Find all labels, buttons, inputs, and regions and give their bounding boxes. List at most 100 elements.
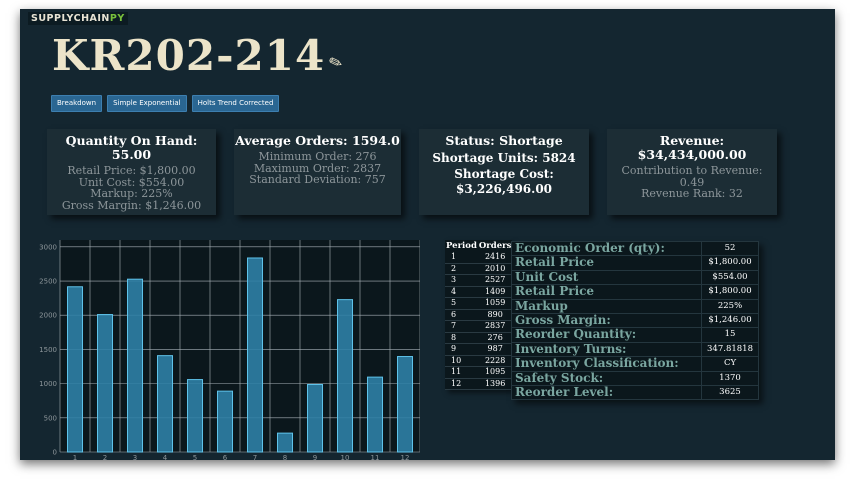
metric-label: Unit Cost [512,270,702,284]
metric-row: Retail Price $1,800.00 [512,285,759,299]
period-cell: 7 [445,321,478,333]
minimum-order-text: Minimum Order: 276 [234,151,401,163]
metric-value: 225% [702,299,759,313]
metric-value: $554.00 [702,270,759,284]
metric-value: $1,800.00 [702,256,759,270]
x-tick-label: 12 [401,454,410,460]
revenue-rank-text: Revenue Rank: 32 [607,188,777,200]
inventory-metrics-table: Economic Order (qty): 52 Retail Price $1,80… [511,241,759,400]
contribution-label: Contribution to Revenue: [607,165,777,177]
shortage-cost-text: Shortage Cost: $3,226,496.00 [419,167,589,198]
orders-cell: 987 [478,344,513,356]
period-cell: 10 [445,355,478,367]
metric-label: Retail Price [512,256,702,270]
period-cell: 12 [445,378,478,390]
x-tick-label: 8 [283,454,287,460]
simple-exponential-button[interactable]: Simple Exponential [107,95,187,112]
app-logo: SUPPLYCHAINPY [28,12,128,25]
y-tick-label: 3000 [39,243,57,251]
bar [398,357,413,452]
average-orders: Average Orders: 1594.0 [234,134,401,148]
bar [368,377,383,452]
y-tick-label: 2000 [39,312,57,320]
orders-cell: 1095 [478,367,513,379]
metric-row: Gross Margin: $1,246.00 [512,314,759,328]
metric-row: Unit Cost $554.00 [512,270,759,284]
x-tick-label: 7 [253,454,257,460]
metric-row: Inventory Classification: CY [512,357,759,371]
period-cell: 5 [445,298,478,310]
metric-label: Markup [512,299,702,313]
period-header: Period [445,240,478,252]
orders-cell: 890 [478,309,513,321]
table-row: 11 1095 [445,367,512,379]
period-cell: 11 [445,367,478,379]
orders-header: Orders [478,240,513,252]
table-row: 2 2010 [445,263,512,275]
orders-cell: 2837 [478,321,513,333]
metric-label: Reorder Level: [512,386,702,400]
revenue-text: Revenue: $34,434,000.00 [607,134,777,162]
y-tick-label: 0 [53,449,57,457]
metric-row: Markup 225% [512,299,759,313]
bar [248,258,263,452]
y-tick-label: 1500 [39,346,57,354]
table-row: 4 1409 [445,286,512,298]
table-row: 12 1396 [445,378,512,390]
table-row: 10 2228 [445,355,512,367]
orders-cell: 2228 [478,355,513,367]
period-cell: 2 [445,263,478,275]
metric-value: $1,246.00 [702,314,759,328]
orders-cell: 2416 [478,252,513,263]
x-tick-label: 9 [313,454,317,460]
table-row: 1 2416 [445,252,512,263]
metric-value: 3625 [702,386,759,400]
metric-value: 52 [702,242,759,256]
y-tick-label: 500 [44,414,57,422]
revenue-card: Revenue: $34,434,000.00 Contribution to … [607,129,777,215]
x-tick-label: 3 [133,454,137,460]
period-cell: 8 [445,332,478,344]
orders-cell: 2010 [478,263,513,275]
y-tick-label: 1000 [39,380,57,388]
status-text: Status: Shortage [419,134,589,148]
orders-cell: 276 [478,332,513,344]
orders-table-header: Period Orders [445,240,512,252]
table-row: 3 2527 [445,275,512,287]
metric-value: $1,800.00 [702,285,759,299]
orders-cell: 2527 [478,275,513,287]
retail-price-text: Retail Price: $1,800.00 [47,165,216,177]
breakdown-button[interactable]: Breakdown [51,95,102,112]
period-cell: 9 [445,344,478,356]
orders-cell: 1059 [478,298,513,310]
metric-label: Safety Stock: [512,371,702,385]
metric-row: Safety Stock: 1370 [512,371,759,385]
forecast-toolbar: Breakdown Simple Exponential Holts Trend… [51,95,279,112]
metric-value: 15 [702,328,759,342]
status-card: Status: Shortage Shortage Units: 5824 Sh… [419,129,589,215]
page-header: KR202-214 ✎ [52,31,343,81]
period-cell: 3 [445,275,478,287]
x-tick-label: 1 [73,454,77,460]
metric-label: Gross Margin: [512,314,702,328]
holts-trend-corrected-button[interactable]: Holts Trend Corrected [192,95,280,112]
bar [98,315,113,452]
edit-icon[interactable]: ✎ [326,51,345,73]
x-tick-label: 5 [193,454,197,460]
orders-cell: 1396 [478,378,513,390]
metric-label: Reorder Quantity: [512,328,702,342]
period-cell: 6 [445,309,478,321]
metric-row: Reorder Quantity: 15 [512,328,759,342]
quantity-card: Quantity On Hand: 55.00 Retail Price: $1… [47,129,216,215]
x-tick-label: 6 [223,454,228,460]
bar [68,287,83,452]
metric-row: Retail Price $1,800.00 [512,256,759,270]
gross-margin-text: Gross Margin: $1,246.00 [47,200,216,212]
metric-label: Retail Price [512,285,702,299]
quantity-on-hand: Quantity On Hand: 55.00 [47,134,216,162]
x-tick-label: 10 [341,454,350,460]
table-row: 9 987 [445,344,512,356]
metric-label: Inventory Turns: [512,342,702,356]
metric-row: Economic Order (qty): 52 [512,242,759,256]
